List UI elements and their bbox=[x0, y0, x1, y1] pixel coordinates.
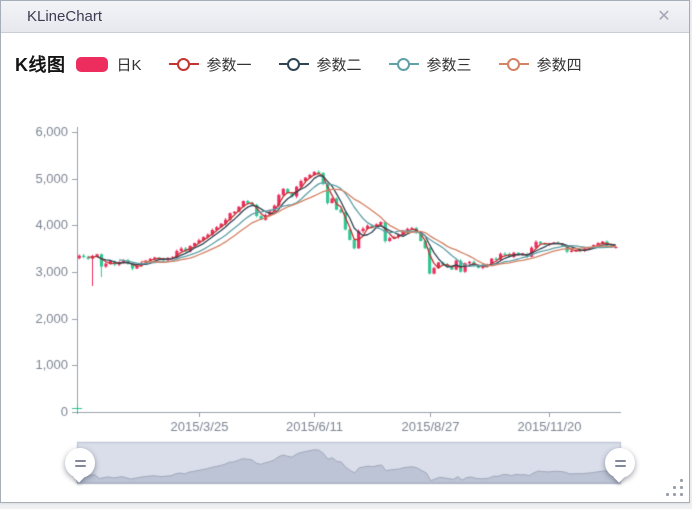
legend-item-param2[interactable]: 参数二 bbox=[278, 54, 362, 75]
close-button[interactable]: ✕ bbox=[651, 5, 677, 29]
kline-chart-canvas[interactable] bbox=[1, 1, 689, 502]
window-title: KLineChart bbox=[27, 8, 103, 25]
drag-lines-icon bbox=[74, 459, 86, 462]
chart-title: K线图 bbox=[15, 55, 66, 75]
resize-grip-icon[interactable] bbox=[659, 479, 683, 499]
drag-lines-icon bbox=[614, 464, 626, 467]
drag-lines-icon bbox=[614, 459, 626, 462]
legend-item-param1[interactable]: 参数一 bbox=[168, 54, 252, 75]
datazoom-left-handle[interactable] bbox=[65, 448, 95, 478]
title-bar: KLineChart ✕ bbox=[1, 1, 689, 33]
line-circle-marker-icon bbox=[388, 57, 419, 71]
line-circle-marker-icon bbox=[278, 57, 309, 71]
line-circle-marker-icon bbox=[498, 57, 529, 71]
candlestick-swatch-icon[interactable] bbox=[75, 56, 108, 72]
legend-item-param4[interactable]: 参数四 bbox=[498, 54, 582, 75]
legend-item-param3[interactable]: 参数三 bbox=[388, 54, 472, 75]
drag-lines-icon bbox=[74, 464, 86, 467]
chart-legend: K线图 日K 参数一 参数二 参数三 参数四 bbox=[1, 45, 689, 83]
close-icon: ✕ bbox=[657, 8, 671, 25]
datazoom-right-handle[interactable] bbox=[605, 448, 635, 478]
candlestick-legend-label[interactable]: 日K bbox=[116, 56, 142, 74]
line-circle-marker-icon bbox=[168, 57, 199, 71]
